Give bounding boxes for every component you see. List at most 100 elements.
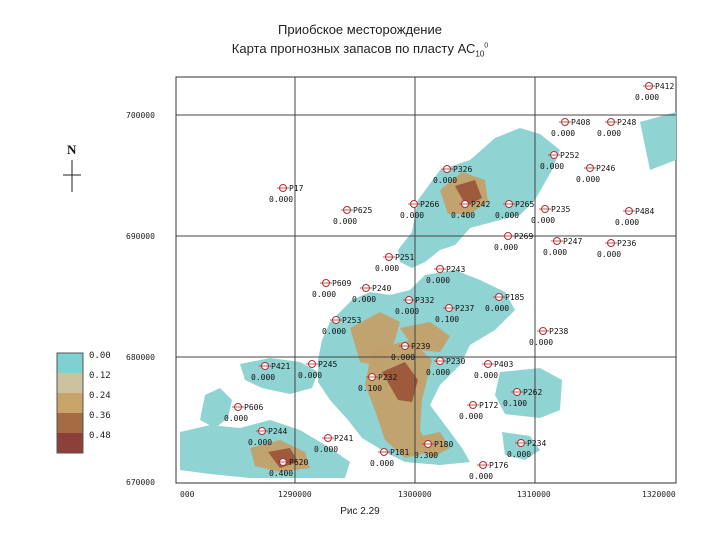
well-name: P332 — [415, 296, 434, 305]
well-value: 0.000 — [494, 243, 518, 252]
well-name: P609 — [332, 279, 351, 288]
well-value: 0.000 — [551, 129, 575, 138]
well-value: 0.300 — [414, 451, 438, 460]
well-marker: P625 0.000 — [333, 206, 372, 226]
well-marker: P326 0.000 — [433, 165, 472, 185]
well-name: P237 — [455, 304, 474, 313]
well-marker: P180 0.300 — [414, 440, 453, 460]
subtitle-text: Карта прогнозных запасов по пласту АС — [231, 41, 476, 56]
well-name: P236 — [617, 239, 636, 248]
well-marker: P262 0.100 — [503, 388, 542, 408]
y-axis-label: 680000 — [126, 353, 155, 362]
well-value: 0.000 — [248, 438, 272, 447]
well-marker: P234 0.000 — [507, 439, 546, 459]
well-value: 0.000 — [615, 218, 639, 227]
well-value: 0.000 — [635, 93, 659, 102]
well-marker: P237 0.100 — [435, 304, 474, 324]
well-marker: P232 0.100 — [358, 373, 397, 393]
well-marker: P17 0.000 — [269, 184, 304, 204]
x-axis-label: 1300000 — [398, 490, 432, 499]
well-name: P181 — [390, 448, 409, 457]
well-marker: P176 0.000 — [469, 461, 508, 481]
well-value: 0.000 — [298, 371, 322, 380]
well-value: 0.000 — [529, 338, 553, 347]
x-axis-label: 000 — [180, 490, 195, 499]
legend-swatch — [57, 353, 83, 373]
legend-label: 0.36 — [89, 411, 111, 421]
well-value: 0.100 — [435, 315, 459, 324]
well-value: 0.000 — [597, 129, 621, 138]
well-name: P625 — [353, 206, 372, 215]
legend-swatch — [57, 393, 83, 413]
well-value: 0.000 — [469, 472, 493, 481]
well-name: P239 — [411, 342, 430, 351]
legend-swatch — [57, 433, 83, 453]
well-value: 0.000 — [485, 304, 509, 313]
well-value: 0.000 — [495, 211, 519, 220]
well-marker: P242 0.400 — [451, 200, 490, 220]
legend-swatch — [57, 413, 83, 433]
well-name: P241 — [334, 434, 353, 443]
well-value: 0.100 — [358, 384, 382, 393]
well-marker: P240 0.000 — [352, 284, 391, 304]
well-marker: P412 0.000 — [635, 82, 674, 102]
well-value: 0.000 — [459, 412, 483, 421]
well-name: P234 — [527, 439, 546, 448]
well-value: 0.000 — [269, 195, 293, 204]
well-name: P180 — [434, 440, 453, 449]
well-name: P403 — [494, 360, 513, 369]
well-name: P245 — [318, 360, 337, 369]
well-value: 0.000 — [400, 211, 424, 220]
well-marker: P245 0.000 — [298, 360, 337, 380]
well-marker: P247 0.000 — [543, 237, 582, 257]
well-name: P253 — [342, 316, 361, 325]
well-marker: P265 0.000 — [495, 200, 534, 220]
well-name: P252 — [560, 151, 579, 160]
well-value: 0.000 — [312, 290, 336, 299]
well-value: 0.000 — [426, 368, 450, 377]
map-title: Приобское месторождение — [278, 22, 442, 37]
well-marker: P403 0.000 — [474, 360, 513, 380]
map-subtitle: Карта прогнозных запасов по пласту АС100 — [0, 41, 720, 59]
well-name: P265 — [515, 200, 534, 209]
well-name: P412 — [655, 82, 674, 91]
well-value: 0.000 — [433, 176, 457, 185]
x-axis-label: 1310000 — [517, 490, 551, 499]
well-name: P248 — [617, 118, 636, 127]
well-marker: P235 0.000 — [531, 205, 570, 225]
well-marker: P332 0.000 — [395, 296, 434, 316]
well-name: P326 — [453, 165, 472, 174]
y-axis-label: 700000 — [126, 111, 155, 120]
well-value: 0.000 — [474, 371, 498, 380]
well-name: P266 — [420, 200, 439, 209]
well-name: P251 — [395, 253, 414, 262]
well-name: P243 — [446, 265, 465, 274]
well-marker: P243 0.000 — [426, 265, 465, 285]
subtitle-superscript: 0 — [484, 42, 489, 50]
well-name: P620 — [289, 458, 308, 467]
well-marker: P181 0.000 — [370, 448, 409, 468]
well-value: 0.000 — [322, 327, 346, 336]
well-marker: P241 0.000 — [314, 434, 353, 454]
legend-label: 0.48 — [89, 431, 111, 441]
well-name: P242 — [471, 200, 490, 209]
well-name: P172 — [479, 401, 498, 410]
north-arrow-icon — [63, 160, 81, 192]
well-value: 0.000 — [531, 216, 555, 225]
legend-bar — [56, 352, 84, 454]
well-name: P185 — [505, 293, 524, 302]
well-value: 0.400 — [451, 211, 475, 220]
well-marker: P239 0.000 — [391, 342, 430, 362]
well-name: P262 — [523, 388, 542, 397]
well-name: P235 — [551, 205, 570, 214]
well-marker: P236 0.000 — [597, 239, 636, 259]
well-name: P484 — [635, 207, 654, 216]
well-value: 0.000 — [597, 250, 621, 259]
well-value: 0.000 — [375, 264, 399, 273]
well-name: P244 — [268, 427, 287, 436]
well-marker: P484 0.000 — [615, 207, 654, 227]
y-axis-label: 670000 — [126, 478, 155, 487]
well-value: 0.000 — [426, 276, 450, 285]
